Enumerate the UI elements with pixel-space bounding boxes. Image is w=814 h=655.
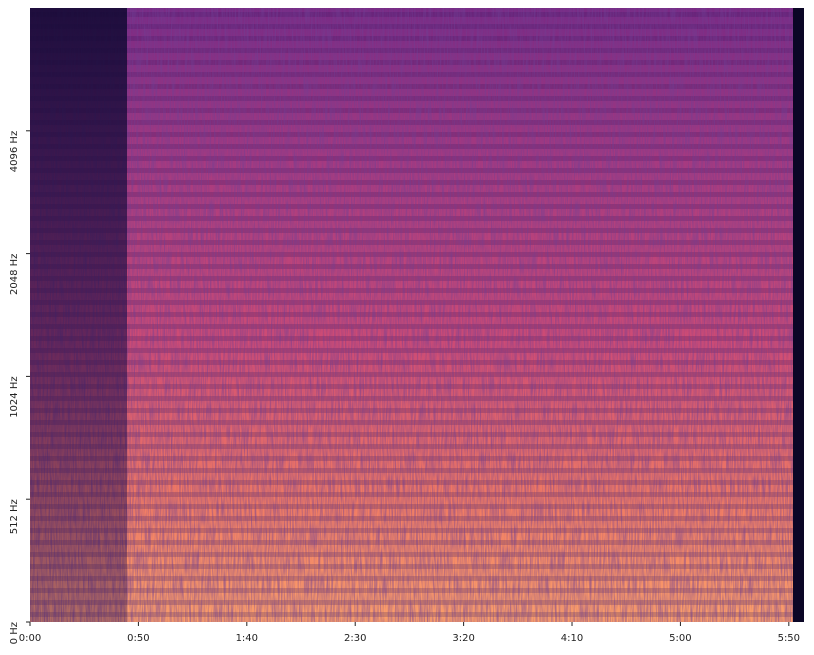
y-tick-label: 4096 Hz	[9, 131, 20, 172]
spectrogram-texture	[30, 8, 804, 622]
y-tick-label: 2048 Hz	[9, 254, 20, 295]
x-tick-label: 5:50	[778, 633, 800, 644]
x-tick-label: 0:00	[19, 633, 41, 644]
spectrogram-texture	[793, 8, 804, 622]
x-tick-label: 5:00	[669, 633, 691, 644]
x-tick-label: 0:50	[127, 633, 149, 644]
x-tick-label: 2:30	[344, 633, 366, 644]
spectrogram	[30, 8, 804, 622]
spectrogram-texture	[30, 8, 127, 622]
x-tick-label: 4:10	[561, 633, 583, 644]
x-tick-label: 1:40	[236, 633, 258, 644]
x-tick-label: 3:20	[452, 633, 474, 644]
y-tick-label: 512 Hz	[9, 499, 20, 534]
y-tick-label: 1024 Hz	[9, 376, 20, 417]
y-tick-label: 0 Hz	[9, 622, 20, 644]
